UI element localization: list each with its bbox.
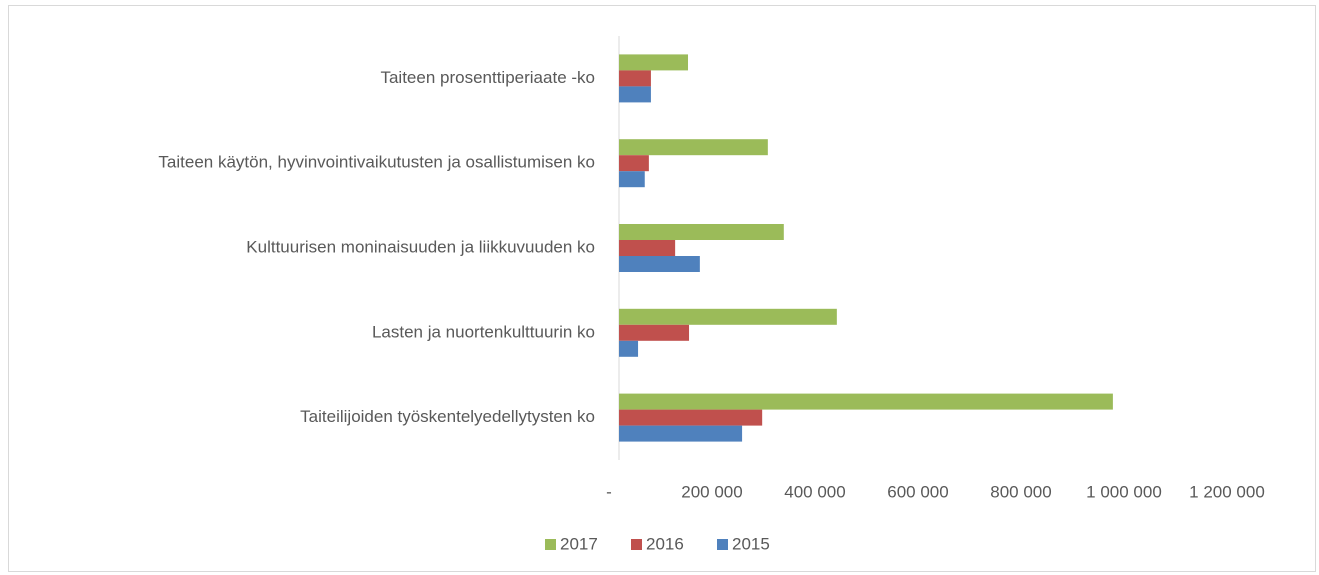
- bar: [619, 155, 649, 172]
- bar: [619, 256, 700, 272]
- y-tick-label: Kulttuurisen moninaisuuden ja liikkuvuud…: [246, 237, 595, 256]
- x-tick-label: 600 000: [887, 482, 948, 501]
- bar: [619, 171, 645, 188]
- legend-swatch: [717, 539, 728, 550]
- bar: [619, 54, 689, 71]
- x-tick-label: 200 000: [681, 482, 742, 501]
- x-tick-label: 1 000 000: [1086, 482, 1162, 501]
- bar: [619, 393, 1113, 410]
- y-tick-label: Taiteen käytön, hyvinvointivaikutusten j…: [158, 153, 595, 172]
- legend-label: 2016: [646, 534, 684, 553]
- x-tick-label: 1 200 000: [1189, 482, 1265, 501]
- x-tick-label: -: [606, 482, 612, 501]
- y-tick-label: Taiteen prosenttiperiaate -ko: [380, 68, 595, 87]
- legend-swatch: [631, 539, 642, 550]
- legend-swatch: [545, 539, 556, 550]
- bar: [619, 324, 690, 341]
- x-tick-label: 400 000: [784, 482, 845, 501]
- bar: [619, 240, 676, 256]
- legend-label: 2017: [560, 534, 598, 553]
- bar: [619, 139, 768, 156]
- bar: [619, 425, 743, 442]
- bar: [619, 224, 784, 240]
- bar: [619, 340, 639, 357]
- bar: [619, 409, 763, 426]
- y-tick-label: Taiteilijoiden työskentelyedellytysten k…: [300, 407, 595, 426]
- bar: [619, 86, 651, 103]
- y-tick-label: Lasten ja nuortenkulttuurin ko: [372, 322, 595, 341]
- x-tick-label: 800 000: [990, 482, 1051, 501]
- bar: [619, 308, 837, 325]
- bar: [619, 70, 651, 87]
- legend-label: 2015: [732, 534, 770, 553]
- chart-border: [8, 5, 1316, 572]
